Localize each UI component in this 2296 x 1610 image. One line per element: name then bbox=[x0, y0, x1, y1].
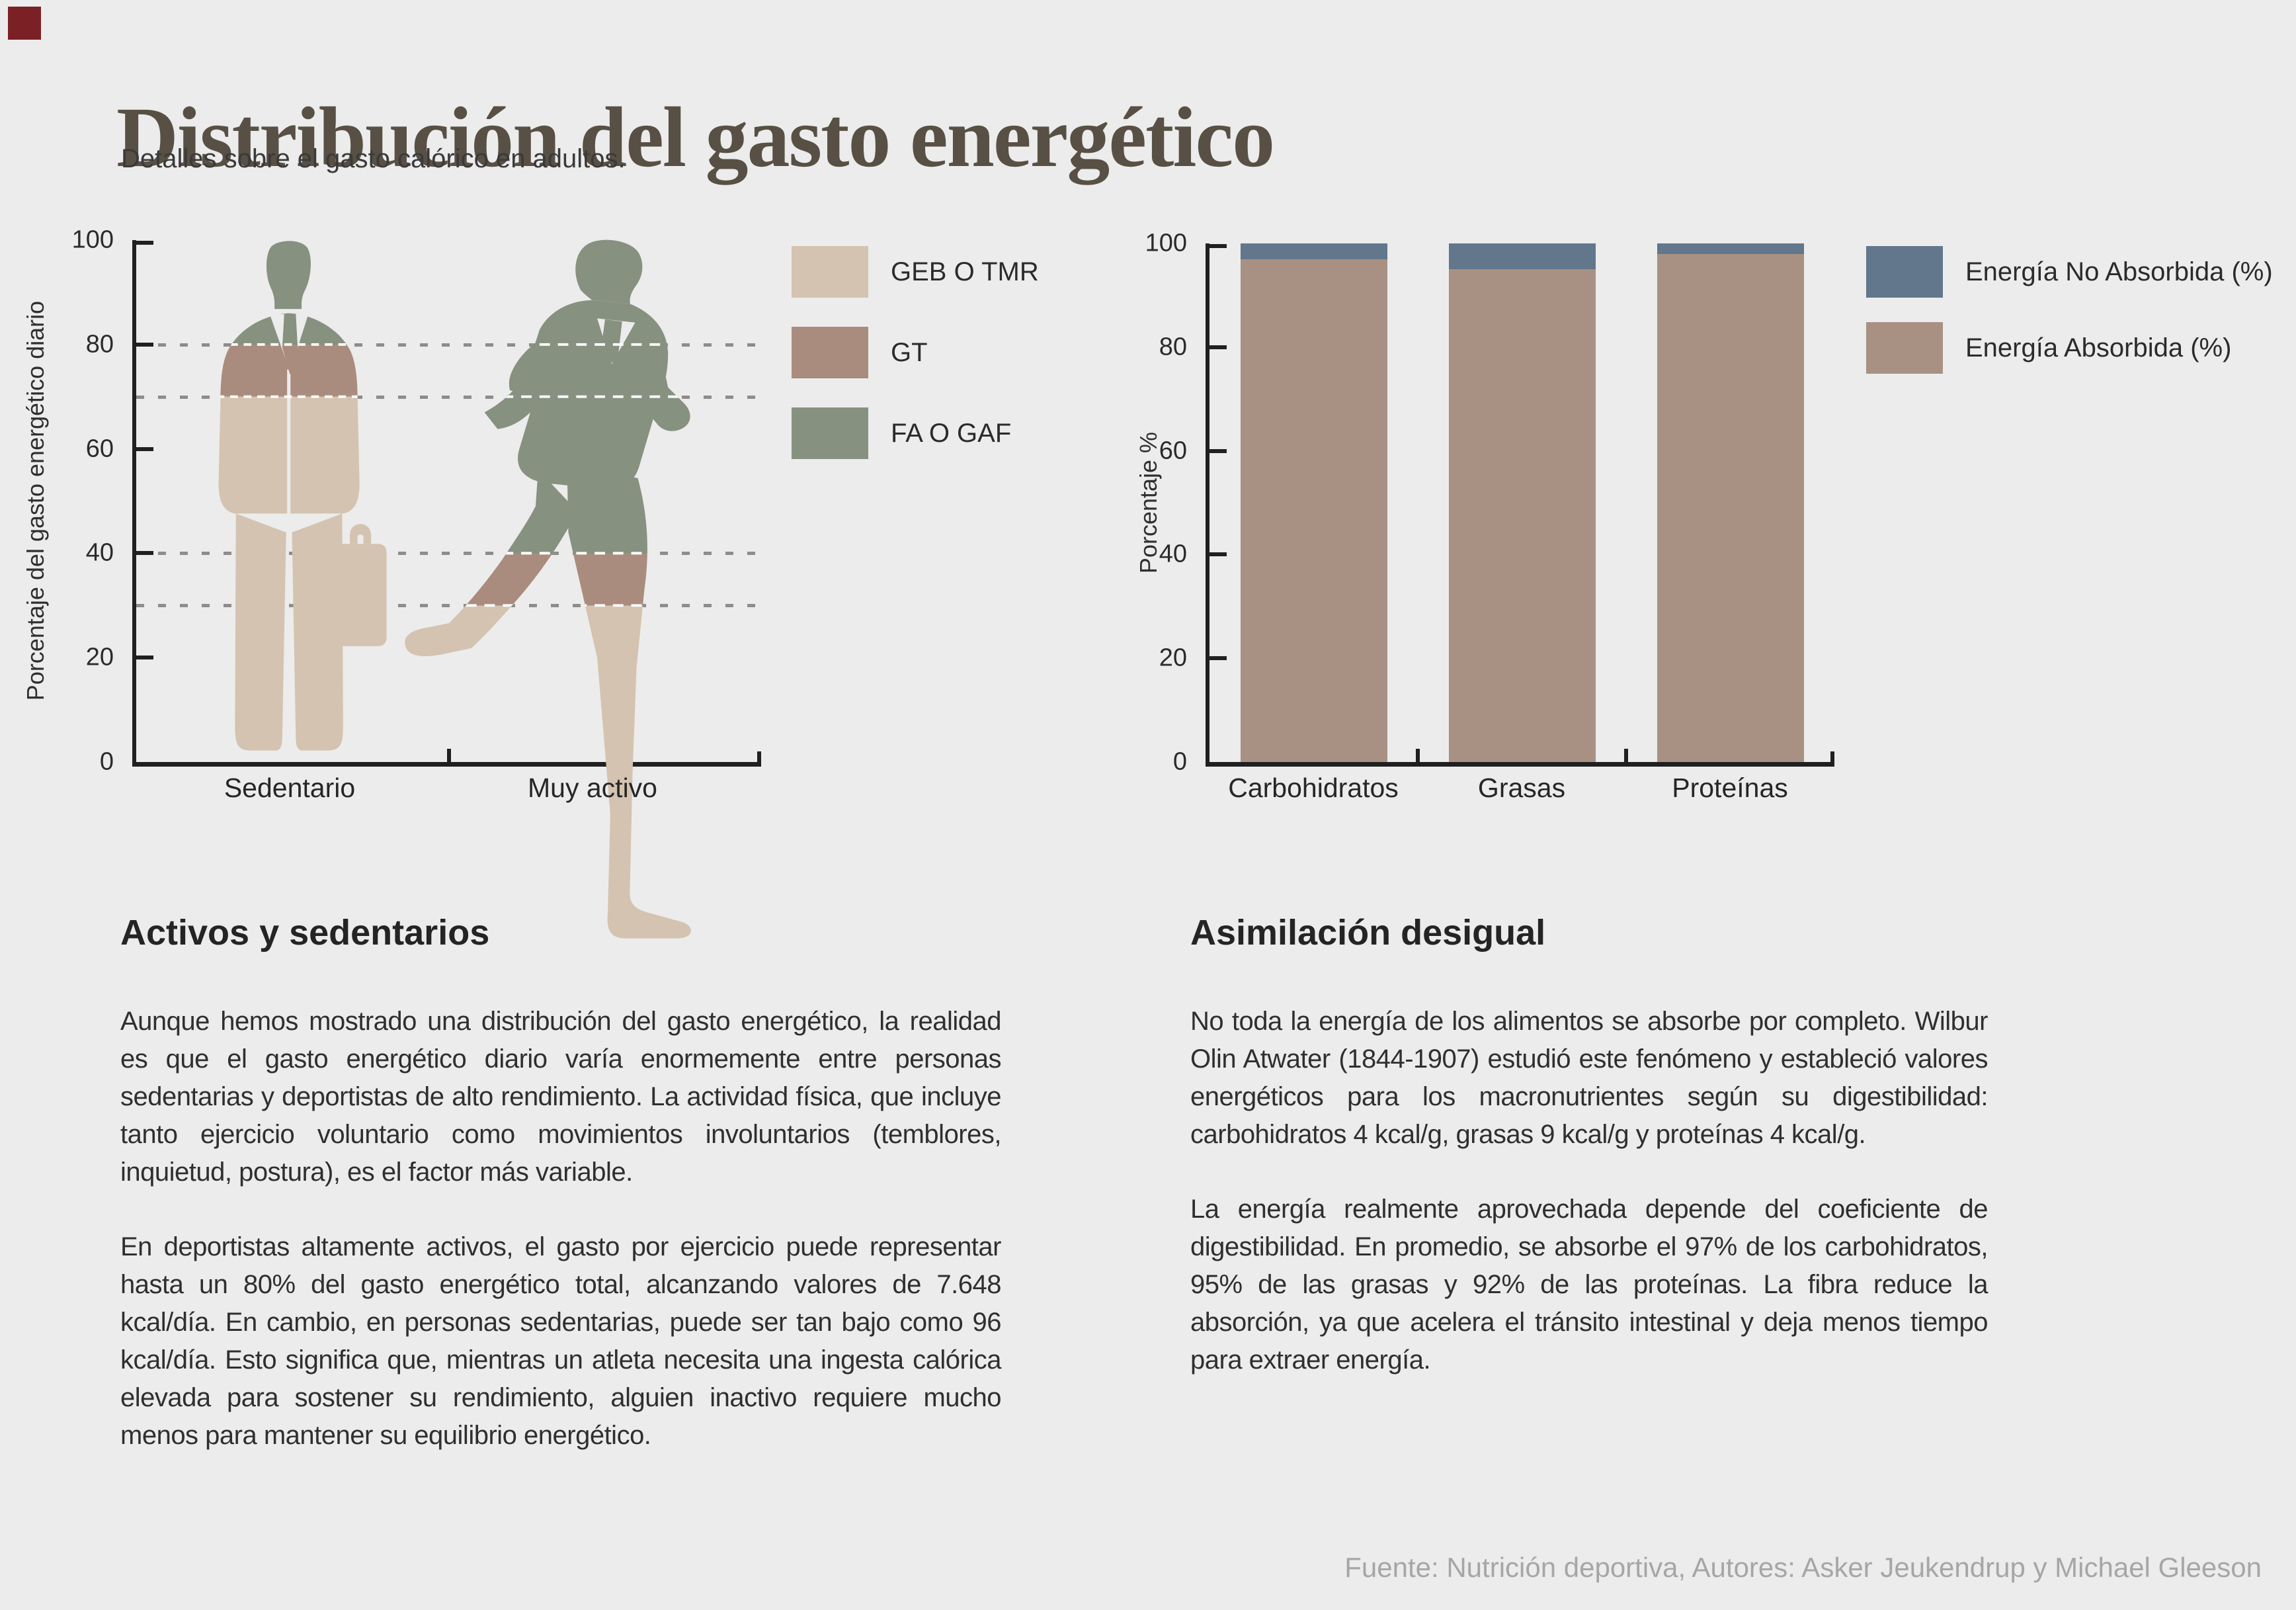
right-chart-axis-end-cap bbox=[1830, 751, 1834, 762]
left-chart-y-tick-labels: 0 20 40 60 80 100 bbox=[71, 226, 114, 776]
fa-swatch bbox=[792, 407, 868, 459]
gt-swatch bbox=[792, 327, 868, 378]
x-label-sedentario: Sedentario bbox=[224, 773, 356, 803]
page-title: Distribución del gasto energético bbox=[116, 90, 1275, 186]
corner-accent-square bbox=[8, 7, 41, 40]
shirt-strip bbox=[287, 369, 291, 521]
section-activos-y-sedentarios: Activos y sedentarios Aunque hemos mostr… bbox=[120, 911, 1002, 1455]
energy-absorption-chart: Carbohidratos Grasas Proteínas bbox=[1206, 243, 1834, 803]
bar-proteínas bbox=[1657, 243, 1804, 762]
left-chart-axis-end-cap bbox=[757, 751, 761, 762]
section-paragraph: Aunque hemos mostrado una distribución d… bbox=[120, 1007, 1002, 1187]
legend-item-no-absorbida: Energía No Absorbida (%) bbox=[1866, 246, 2273, 298]
page-subtitle: Detalles sobre el gasto calórico en adul… bbox=[121, 144, 626, 173]
geb-swatch bbox=[792, 246, 868, 298]
right-chart-x-labels: Carbohidratos Grasas Proteínas bbox=[1210, 773, 1834, 806]
section-heading: Asimilación desigual bbox=[1190, 913, 1546, 953]
section-heading: Activos y sedentarios bbox=[120, 913, 490, 953]
legend-label: Energía Absorbida (%) bbox=[1965, 333, 2232, 362]
x-label-muy-activo: Muy activo bbox=[528, 773, 657, 803]
x-label-grasas: Grasas bbox=[1477, 773, 1566, 803]
legend-label: GEB O TMR bbox=[891, 257, 1039, 286]
section-paragraph: No toda la energía de los alimentos se a… bbox=[1190, 1007, 1988, 1149]
legend-label: Energía No Absorbida (%) bbox=[1965, 257, 2273, 286]
x-label-proteinas: Proteínas bbox=[1672, 773, 1788, 803]
absorbida-swatch bbox=[1866, 322, 1943, 374]
source-attribution: Fuente: Nutrición deportiva, Autores: As… bbox=[1344, 1552, 2262, 1583]
legend-item-geb: GEB O TMR bbox=[792, 246, 1039, 298]
running-man-figure bbox=[405, 239, 691, 939]
section-paragraph: La energía realmente aprovechada depende… bbox=[1190, 1195, 1988, 1375]
legend-label: FA O GAF bbox=[891, 418, 1012, 448]
activity-expenditure-chart: Sedentario Muy activo bbox=[132, 239, 761, 939]
section-asimilacion-desigual: Asimilación desigual No toda la energía … bbox=[1190, 911, 1988, 1379]
bar-carbohidratos bbox=[1240, 243, 1387, 762]
sedentary-man-figure bbox=[218, 241, 387, 751]
legend-item-absorbida: Energía Absorbida (%) bbox=[1866, 322, 2231, 374]
running-man-shape bbox=[405, 239, 691, 939]
legend-item-fa: FA O GAF bbox=[792, 407, 1011, 459]
legend-label: GT bbox=[891, 337, 928, 367]
left-chart-x-labels: Sedentario Muy activo bbox=[136, 773, 761, 806]
legend-item-gt: GT bbox=[792, 327, 928, 378]
no-absorbida-swatch bbox=[1866, 246, 1943, 298]
tie bbox=[601, 319, 622, 368]
bar-grasas bbox=[1448, 243, 1596, 762]
section-paragraph: En deportistas altamente activos, el gas… bbox=[120, 1232, 1002, 1450]
x-label-carbohidratos: Carbohidratos bbox=[1228, 773, 1399, 803]
right-chart-y-tick-labels: 0 20 40 60 80 100 bbox=[1145, 229, 1187, 776]
